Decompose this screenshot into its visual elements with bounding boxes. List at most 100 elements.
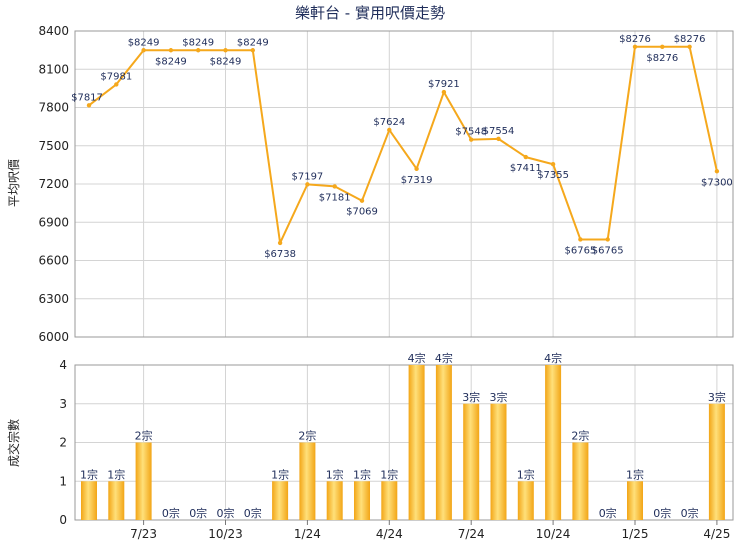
count-data-label: 3宗 xyxy=(490,390,508,404)
x-tick-label: 7/24 xyxy=(458,527,485,541)
x-tick-label: 4/25 xyxy=(703,527,730,541)
price-tick-label: 6900 xyxy=(38,215,69,229)
price-point xyxy=(86,103,92,108)
x-tick-label: 1/24 xyxy=(294,527,321,541)
price-data-label: $8249 xyxy=(155,56,187,67)
count-bar xyxy=(272,481,289,520)
count-data-label: 0宗 xyxy=(189,506,207,520)
price-data-label: $7817 xyxy=(71,92,103,103)
price-point xyxy=(114,82,119,87)
count-bar xyxy=(463,403,480,520)
count-bar xyxy=(299,442,316,520)
price-data-label: $7981 xyxy=(100,71,132,82)
count-axis-label: 成交宗數 xyxy=(6,419,21,467)
price-point xyxy=(250,48,255,53)
count-data-label: 2宗 xyxy=(571,429,589,443)
count-data-label: 3宗 xyxy=(462,390,480,404)
count-bar xyxy=(135,442,152,520)
x-tick-label: 10/24 xyxy=(536,527,571,541)
count-bar xyxy=(517,481,534,520)
price-tick-label: 8100 xyxy=(38,62,69,76)
count-bar xyxy=(326,481,343,520)
price-data-label: $8249 xyxy=(182,37,214,48)
x-tick-label: 7/23 xyxy=(130,527,157,541)
price-data-label: $8249 xyxy=(210,56,242,67)
price-data-label: $7411 xyxy=(510,163,542,174)
chart-title: 樂軒台 - 實用呎價走勢 xyxy=(295,4,445,22)
count-tick-label: 0 xyxy=(59,513,67,527)
price-point xyxy=(277,240,283,246)
count-bar xyxy=(108,481,125,520)
price-tick-label: 6600 xyxy=(38,254,69,268)
price-data-label: $6765 xyxy=(592,245,624,256)
price-point xyxy=(496,136,501,142)
price-tick-label: 6000 xyxy=(38,330,69,344)
price-data-label: $7548 xyxy=(455,127,487,138)
count-data-label: 0宗 xyxy=(217,506,235,520)
price-tick-label: 7800 xyxy=(38,101,69,115)
price-point xyxy=(469,137,474,142)
price-line-panel: 8400 8100 7800 7500 7200 6900 6600 6300 6000 $781… xyxy=(38,24,734,344)
transaction-bar-panel: 4 3 2 1 0 1宗 1宗 2宗 0宗 0宗 0宗 0宗 1宗 2宗 1宗 1宗 1宗 4宗 4宗 3宗 3宗 1宗 4… xyxy=(59,351,734,541)
price-point xyxy=(223,48,228,53)
count-bar xyxy=(572,442,589,520)
count-data-label: 0宗 xyxy=(681,506,699,520)
count-bar xyxy=(627,481,643,520)
price-point xyxy=(660,44,665,50)
count-data-label: 1宗 xyxy=(107,467,125,481)
count-data-label: 1宗 xyxy=(80,467,98,481)
price-data-label: $7181 xyxy=(319,192,351,203)
count-bar xyxy=(435,365,452,520)
price-point xyxy=(578,237,583,242)
price-point xyxy=(305,182,310,187)
price-point xyxy=(441,89,447,95)
price-point xyxy=(141,48,146,53)
count-data-label: 4宗 xyxy=(544,351,562,365)
count-bar xyxy=(81,481,97,520)
price-data-label: $7300 xyxy=(701,177,733,188)
price-point xyxy=(359,198,365,203)
x-tick-label: 10/23 xyxy=(208,527,243,541)
price-point xyxy=(714,169,720,174)
price-data-label: $8249 xyxy=(237,37,269,48)
price-data-label: $6765 xyxy=(564,245,596,256)
count-bar xyxy=(381,481,398,520)
count-data-label: 4宗 xyxy=(435,351,453,365)
price-point xyxy=(168,48,174,53)
count-panel-frame xyxy=(74,364,734,521)
x-tick-label: 4/24 xyxy=(376,527,403,541)
count-tick-label: 1 xyxy=(59,474,67,488)
count-bar xyxy=(545,365,562,520)
count-bar xyxy=(490,403,507,520)
count-data-label: 1宗 xyxy=(626,467,644,481)
price-point xyxy=(550,162,556,167)
count-data-label: 2宗 xyxy=(135,429,153,443)
price-axis-label: 平均呎價 xyxy=(7,159,21,207)
price-point xyxy=(414,166,419,172)
price-data-label: $8276 xyxy=(674,34,706,45)
price-data-label: $7554 xyxy=(483,126,515,137)
count-bar xyxy=(408,365,425,520)
count-data-label: 1宗 xyxy=(271,467,289,481)
price-point xyxy=(332,184,337,189)
count-data-label: 1宗 xyxy=(326,467,344,481)
price-point xyxy=(523,154,528,160)
price-point xyxy=(605,237,610,242)
price-data-label: $7197 xyxy=(291,171,323,182)
price-point xyxy=(687,44,692,50)
price-data-label: $6738 xyxy=(264,249,296,260)
price-point xyxy=(387,127,392,133)
count-data-label: 0宗 xyxy=(653,506,671,520)
price-series-line xyxy=(88,45,718,244)
price-data-label: $7921 xyxy=(428,79,460,90)
price-tick-label: 7500 xyxy=(38,139,69,153)
count-data-label: 4宗 xyxy=(408,351,426,365)
price-tick-label: 7200 xyxy=(38,177,69,191)
count-bar xyxy=(354,481,370,520)
price-data-label: $7624 xyxy=(373,117,405,128)
price-tick-label: 6300 xyxy=(38,292,69,306)
count-data-label: 3宗 xyxy=(708,390,726,404)
price-point xyxy=(196,48,201,53)
price-data-label: $8276 xyxy=(619,34,651,45)
price-panel-frame xyxy=(74,30,734,338)
